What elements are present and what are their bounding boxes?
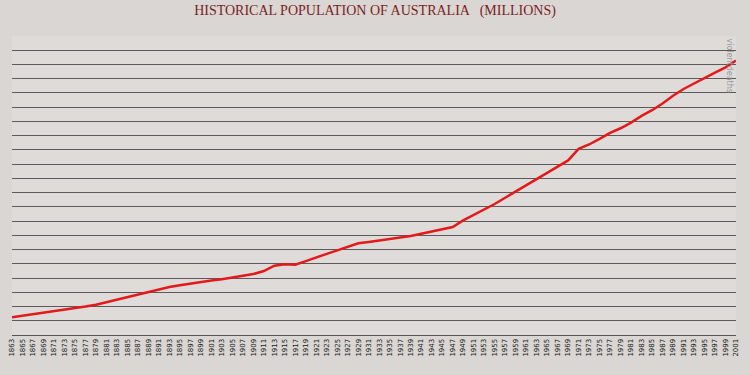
svg-text:1895: 1895 bbox=[176, 339, 184, 357]
svg-text:1939: 1939 bbox=[407, 339, 415, 357]
svg-text:1945: 1945 bbox=[438, 339, 446, 357]
svg-text:1913: 1913 bbox=[271, 339, 279, 357]
svg-text:1915: 1915 bbox=[281, 339, 289, 357]
svg-text:1957: 1957 bbox=[501, 339, 509, 357]
svg-text:2001: 2001 bbox=[732, 339, 740, 357]
svg-text:1925: 1925 bbox=[334, 339, 342, 357]
svg-text:1973: 1973 bbox=[585, 339, 593, 357]
svg-text:1979: 1979 bbox=[617, 339, 625, 357]
svg-text:1991: 1991 bbox=[680, 339, 688, 357]
svg-text:1891: 1891 bbox=[155, 339, 163, 357]
svg-text:1977: 1977 bbox=[606, 339, 614, 357]
svg-text:violentdeaths: violentdeaths bbox=[725, 39, 734, 93]
svg-text:1987: 1987 bbox=[659, 339, 667, 357]
svg-text:1949: 1949 bbox=[459, 339, 467, 357]
svg-text:1969: 1969 bbox=[564, 339, 572, 357]
svg-text:1959: 1959 bbox=[512, 339, 520, 357]
svg-text:1985: 1985 bbox=[648, 339, 656, 357]
svg-text:HISTORICAL POPULATION OF AUSTR: HISTORICAL POPULATION OF AUSTRALIA (MILL… bbox=[194, 3, 556, 19]
svg-text:1955: 1955 bbox=[491, 339, 499, 357]
svg-text:1911: 1911 bbox=[260, 339, 268, 357]
svg-text:1871: 1871 bbox=[50, 339, 58, 357]
svg-text:1935: 1935 bbox=[386, 339, 394, 357]
svg-text:1869: 1869 bbox=[40, 339, 48, 357]
svg-text:1875: 1875 bbox=[71, 339, 79, 357]
svg-text:1971: 1971 bbox=[575, 339, 583, 357]
svg-text:1967: 1967 bbox=[554, 339, 562, 357]
svg-text:1963: 1963 bbox=[533, 339, 541, 357]
svg-text:1887: 1887 bbox=[134, 339, 142, 357]
svg-text:1989: 1989 bbox=[669, 339, 677, 357]
svg-text:1899: 1899 bbox=[197, 339, 205, 357]
svg-text:1931: 1931 bbox=[365, 339, 373, 357]
svg-text:1901: 1901 bbox=[208, 339, 216, 357]
svg-text:1983: 1983 bbox=[638, 339, 646, 357]
svg-text:1993: 1993 bbox=[690, 339, 698, 357]
svg-text:1941: 1941 bbox=[417, 339, 425, 357]
svg-text:1877: 1877 bbox=[82, 339, 90, 357]
svg-text:1927: 1927 bbox=[344, 339, 352, 357]
svg-text:1965: 1965 bbox=[543, 339, 551, 357]
svg-text:1921: 1921 bbox=[313, 339, 321, 357]
svg-text:1999: 1999 bbox=[722, 339, 730, 357]
svg-text:1873: 1873 bbox=[61, 339, 69, 357]
svg-text:1975: 1975 bbox=[596, 339, 604, 357]
svg-text:1995: 1995 bbox=[701, 339, 709, 357]
svg-text:1879: 1879 bbox=[92, 339, 100, 357]
svg-text:1953: 1953 bbox=[480, 339, 488, 357]
svg-text:1893: 1893 bbox=[166, 339, 174, 357]
svg-text:1909: 1909 bbox=[250, 339, 258, 357]
svg-text:1881: 1881 bbox=[103, 339, 111, 357]
svg-text:1917: 1917 bbox=[292, 339, 300, 357]
svg-text:1883: 1883 bbox=[113, 339, 121, 357]
svg-text:1885: 1885 bbox=[124, 339, 132, 357]
svg-text:1923: 1923 bbox=[323, 339, 331, 357]
svg-text:1951: 1951 bbox=[470, 339, 478, 357]
svg-text:1867: 1867 bbox=[29, 339, 37, 357]
svg-text:1889: 1889 bbox=[145, 339, 153, 357]
svg-text:1937: 1937 bbox=[397, 339, 405, 357]
svg-text:1907: 1907 bbox=[239, 339, 247, 357]
svg-text:1905: 1905 bbox=[229, 339, 237, 357]
svg-text:1863: 1863 bbox=[8, 339, 16, 357]
svg-text:1897: 1897 bbox=[187, 339, 195, 357]
svg-text:1929: 1929 bbox=[355, 339, 363, 357]
svg-text:1981: 1981 bbox=[627, 339, 635, 357]
svg-text:1865: 1865 bbox=[19, 339, 27, 357]
svg-text:1919: 1919 bbox=[302, 339, 310, 357]
svg-text:1997: 1997 bbox=[711, 339, 719, 357]
svg-text:1943: 1943 bbox=[428, 339, 436, 357]
svg-text:1947: 1947 bbox=[449, 339, 457, 357]
svg-text:1961: 1961 bbox=[522, 339, 530, 357]
svg-text:1903: 1903 bbox=[218, 339, 226, 357]
svg-text:1933: 1933 bbox=[376, 339, 384, 357]
